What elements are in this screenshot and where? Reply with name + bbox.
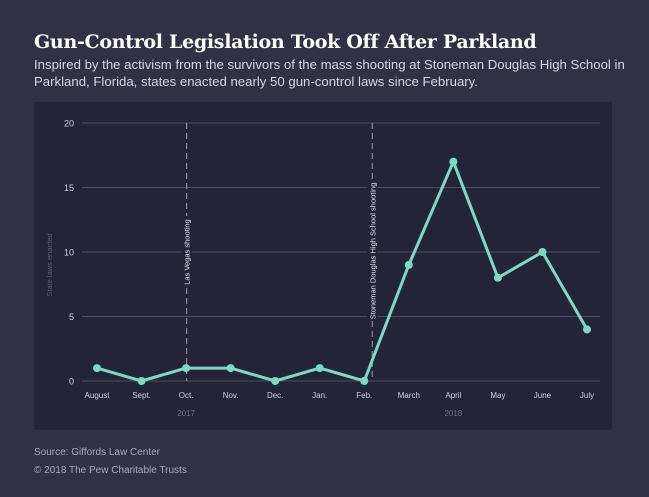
x-tick-label: Feb. [356,391,372,400]
y-tick-label: 10 [64,248,74,258]
annotation-0: Las Vegas shooting [181,123,192,381]
chart-subtitle: Inspired by the activism from the surviv… [34,57,625,89]
y-axis-label: State laws enacted [45,233,54,296]
series [93,157,591,385]
data-point-march[interactable] [404,260,413,269]
data-point-august[interactable] [93,364,101,373]
x-tick-label: March [398,391,420,400]
annotation-label: Las Vegas shooting [183,219,192,284]
year-labels: 2017 2018 [177,409,463,418]
y-tick-label: 5 [69,312,74,322]
data-point-nov[interactable] [226,364,235,373]
data-point-jan[interactable] [315,364,324,373]
source-note: Source: Giffords Law Center [34,447,160,458]
data-point-dec[interactable] [271,377,280,385]
series-line [95,160,589,383]
data-point-april[interactable] [449,157,458,166]
y-tick-label: 20 [64,119,74,129]
x-tick-label: Dec. [267,391,283,400]
chart-title: Gun-Control Legislation Took Off After P… [34,31,537,53]
data-point-may[interactable] [493,273,502,282]
data-point-oct[interactable] [182,364,191,373]
x-tick-label: August [85,391,111,400]
annotation-1: Stoneman Douglas High School shooting [367,123,378,381]
year-label: 2018 [444,409,462,418]
copyright-note: © 2018 The Pew Charitable Trusts [34,465,187,476]
x-tick-label: Jan. [312,391,327,400]
data-point-sept[interactable] [137,377,146,385]
x-tick-label: Sept. [132,391,151,400]
x-tick-label: July [580,391,594,400]
data-point-june[interactable] [538,248,547,256]
x-tick-label: Nov. [223,391,239,400]
annotations: Las Vegas shooting Stoneman Douglas High … [181,123,378,381]
y-tick-label: 15 [64,183,74,193]
x-tick-label: May [490,391,505,400]
annotation-label: Stoneman Douglas High School shooting [368,183,377,320]
year-label: 2017 [177,409,195,418]
data-point-feb[interactable] [360,377,369,385]
y-axis-ticks: 0 5 10 15 20 [64,119,74,387]
y-tick-label: 0 [69,377,74,387]
data-point-july[interactable] [583,325,591,334]
x-axis-ticks: August Sept. Oct. Nov. Dec. Jan. Feb. March Apri… [85,391,595,400]
x-tick-label: April [445,391,461,400]
x-tick-label: Oct. [179,391,194,400]
gridlines [82,122,600,382]
x-tick-label: June [534,391,552,400]
